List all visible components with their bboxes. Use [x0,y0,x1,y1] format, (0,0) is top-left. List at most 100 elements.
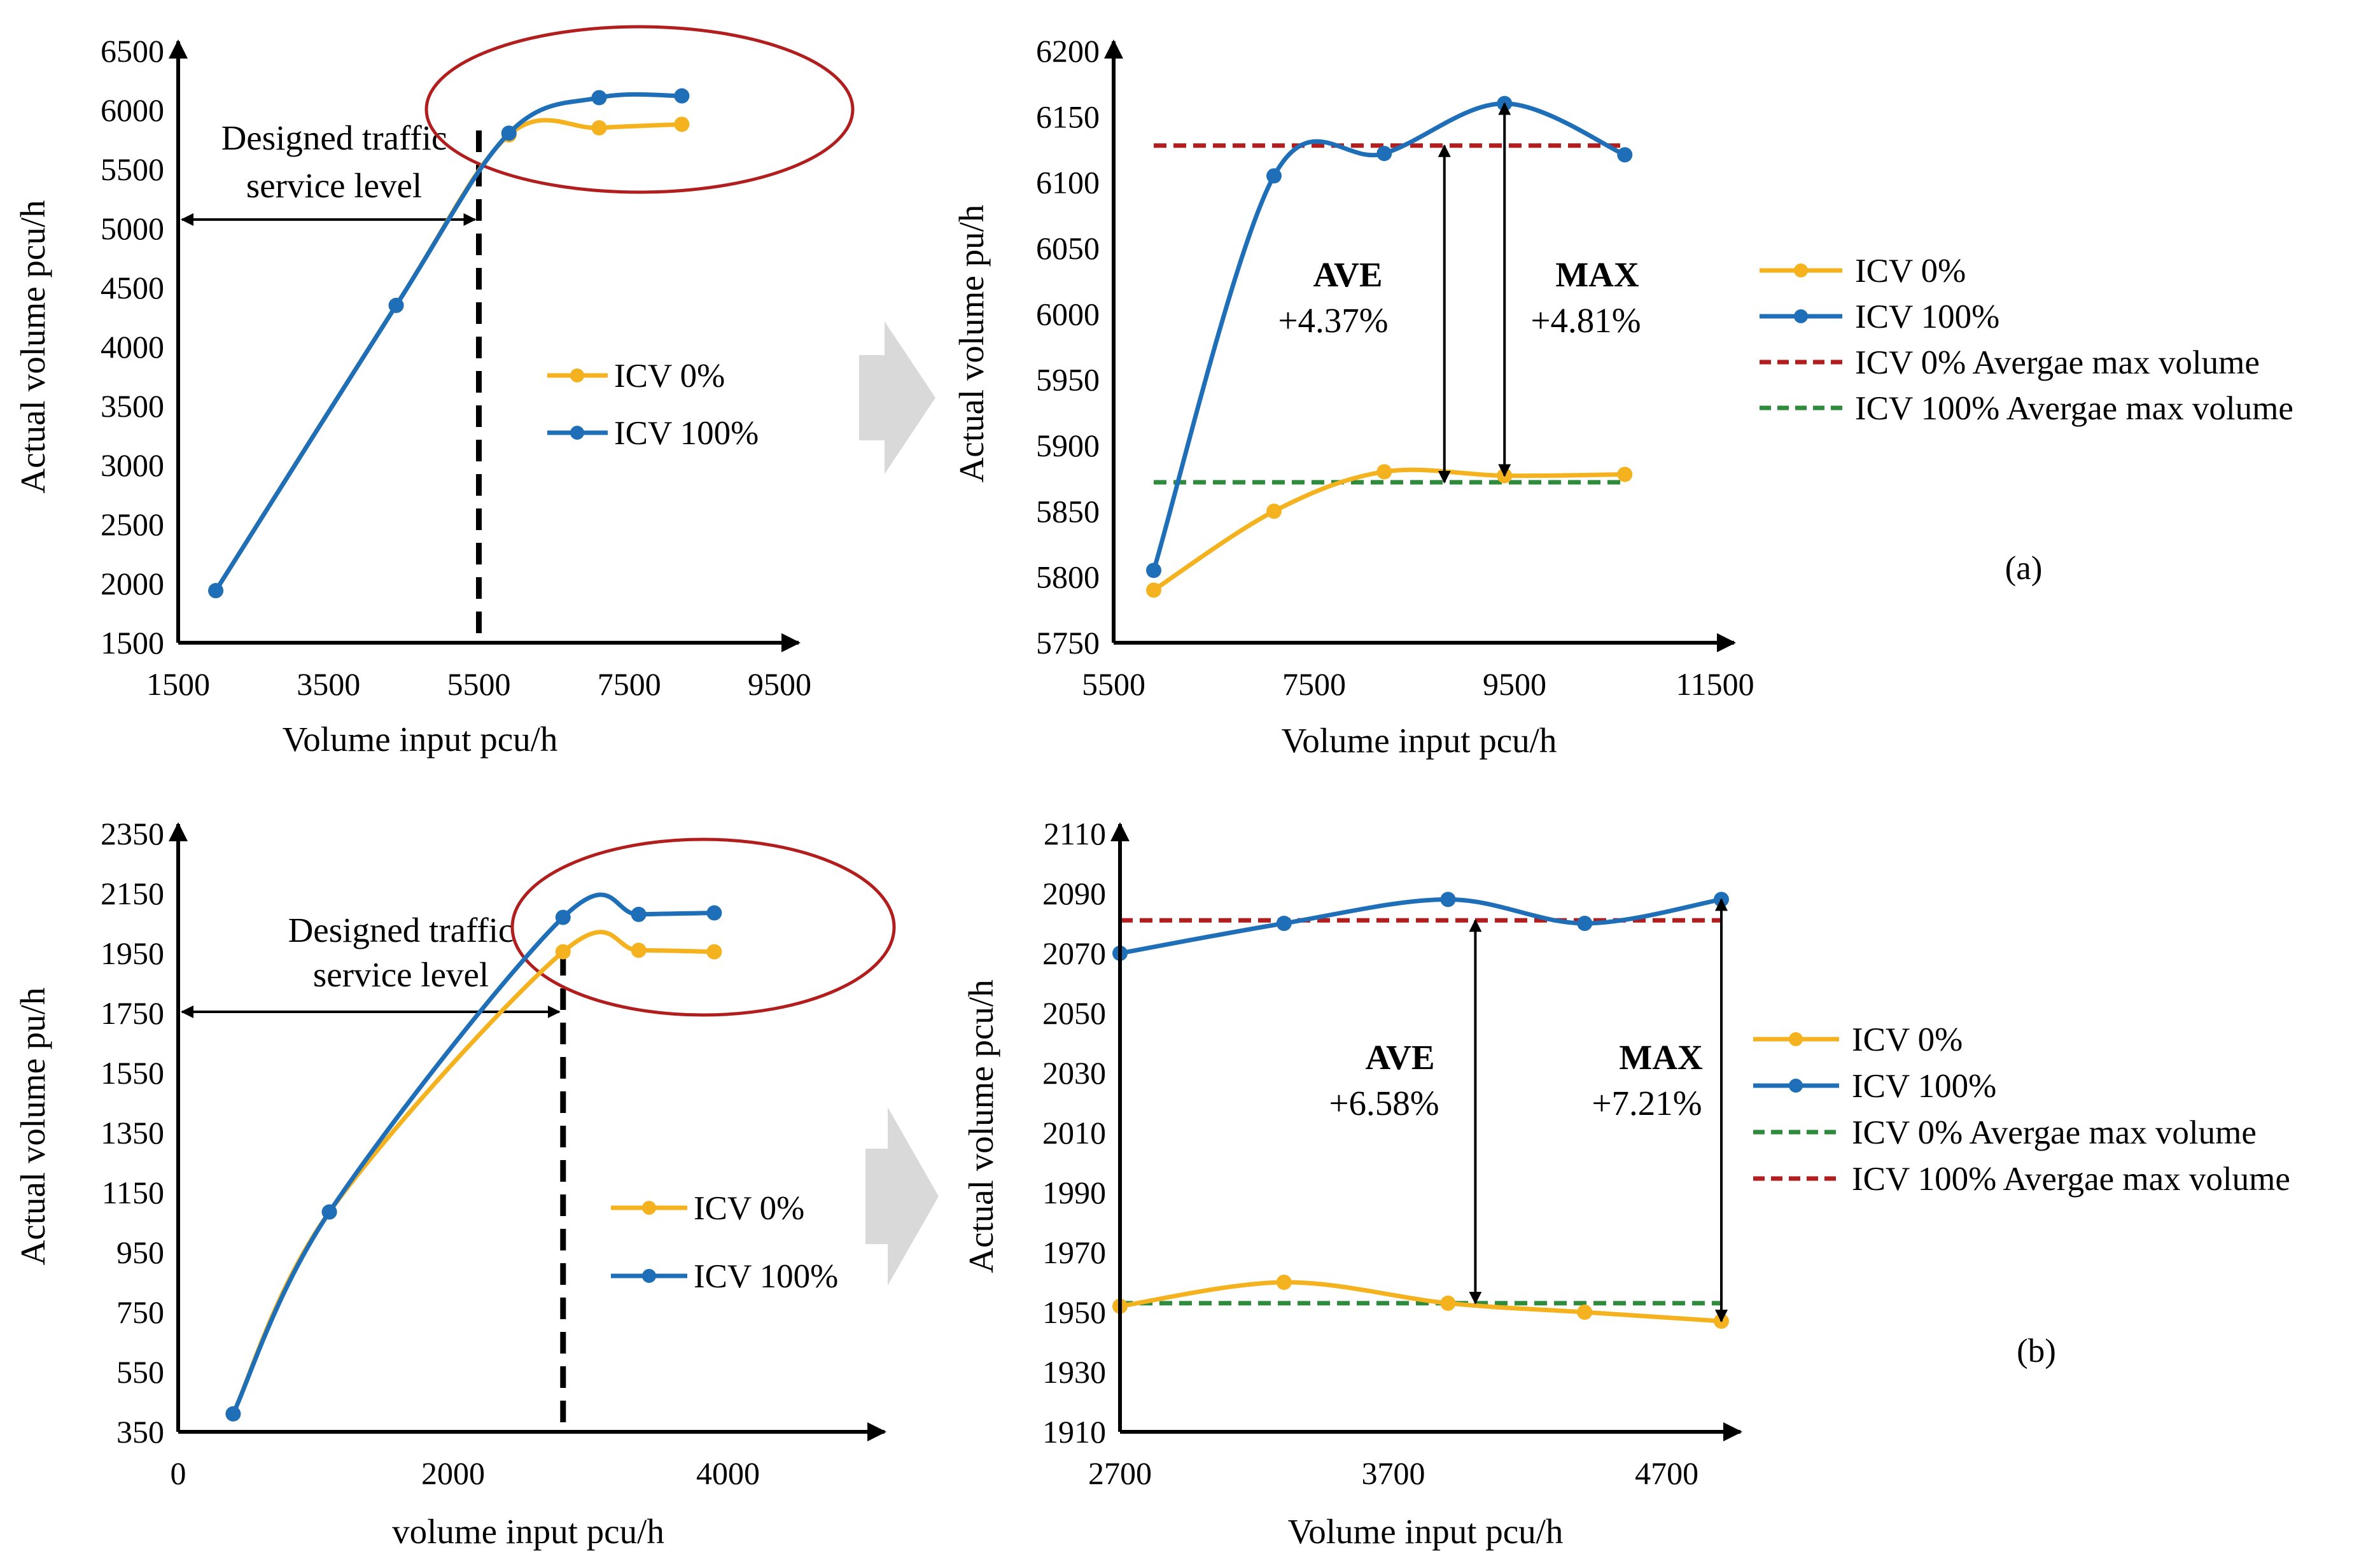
y-tick-label: 2050 [1042,995,1106,1031]
max-value: +7.21% [1592,1084,1702,1123]
service-level-text-line2: service level [313,955,489,994]
x-tick-label: 2700 [1088,1455,1152,1491]
legend-label-ref0: ICV 0% Avergae max volume [1852,1114,2257,1151]
data-point [225,1406,241,1422]
y-tick-label: 2010 [1042,1115,1106,1151]
x-tick-label: 4000 [696,1455,760,1491]
y-tick-label: 2070 [1042,935,1106,971]
data-point [591,90,607,106]
chart-a-right: 5750 5800 5850 5900 5950 6000 6050 6100 6150 6200… [952,33,2293,760]
y-axis-title: Actual volume pu/h [13,988,52,1266]
data-point [591,120,607,136]
data-point [1146,582,1161,598]
y-tick-label: 4500 [101,270,164,305]
data-point [208,583,224,599]
legend-label-icv0: ICV 0% [614,358,725,395]
ave-value: +4.37% [1278,301,1388,340]
highlight-ellipse [424,25,855,194]
legend-marker-icv0 [642,1201,656,1215]
y-tick-label: 5950 [1036,362,1100,398]
x-tick-label: 7500 [1282,666,1346,702]
data-point [706,944,722,960]
series-line-icv0 [1119,1280,1722,1324]
x-tick-label: 0 [171,1455,186,1491]
y-tick-label: 5800 [1036,559,1100,595]
x-axis-title: Volume input pcu/h [283,720,558,759]
y-tick-label: 1950 [101,935,164,971]
y-tick-label: 2150 [101,876,164,911]
difference-arrows [1438,102,1511,484]
highlight-ellipse [510,837,896,1017]
panel-label-b: (b) [2017,1333,2056,1369]
y-tick-label: 6000 [101,92,164,128]
y-axis-title: Actual volume pcu/h [962,979,1000,1273]
service-level-text-line1: Designed traffic [288,911,514,949]
x-tick-labels: 2700 3700 4700 [1088,1455,1698,1491]
legend-label-icv0: ICV 0% [694,1190,804,1227]
y-tick-label: 2030 [1042,1055,1106,1091]
data-point [631,906,647,922]
x-tick-labels: 1500 3500 5500 7500 9500 [146,666,811,702]
x-tick-label: 7500 [598,666,661,702]
data-point [555,944,571,960]
y-tick-label: 5900 [1036,428,1100,463]
x-tick-label: 1500 [146,666,210,702]
series-line-icv100 [1119,897,1722,956]
x-tick-label: 9500 [748,666,811,702]
service-level-marker: Designed traffic service level [181,25,855,633]
y-tick-labels: 350 550 750 950 1150 1350 1550 1750 1950 2150 2350 [101,816,164,1450]
x-tick-label: 11500 [1676,666,1754,702]
legend: ICV 0% ICV 100% [611,1190,838,1295]
y-tick-label: 6200 [1036,33,1100,69]
series-lines [1112,892,1729,1329]
panel-label-a: (a) [2005,550,2043,587]
transition-arrow-b [865,1107,939,1285]
chart-b-right: 1910 1930 1950 1970 1990 2010 2030 2050 2070 2090… [962,816,2290,1551]
x-tick-label: 3500 [297,666,360,702]
data-point [1376,464,1392,480]
y-tick-label: 2350 [101,816,164,851]
data-point [501,125,517,141]
series-line-icv0 [1152,467,1625,592]
y-tick-label: 1970 [1042,1235,1106,1270]
y-tick-label: 5000 [101,211,164,246]
max-label: MAX [1555,255,1639,294]
data-point [1266,168,1282,184]
y-tick-label: 6500 [101,33,164,69]
x-axis-title: Volume input pcu/h [1288,1512,1564,1551]
service-level-text-line2: service level [246,166,422,205]
series-lines [225,892,722,1422]
y-tick-labels: 1910 1930 1950 1970 1990 2010 2030 2050 2070 2090… [1042,816,1106,1450]
transition-arrow-a [859,321,935,474]
legend-label-icv100: ICV 100% [1855,298,1999,335]
legend-marker-icv100 [642,1269,656,1283]
x-axis-title: volume input pcu/h [392,1512,664,1551]
series-lines [1146,95,1633,598]
y-tick-label: 2000 [101,566,164,601]
y-tick-label: 1150 [102,1175,164,1210]
legend-label-icv0: ICV 0% [1852,1021,1963,1058]
legend-marker-icv100 [1794,309,1808,323]
legend-label-ref1: ICV 100% Avergae max volume [1855,390,2293,427]
y-tick-label: 350 [116,1414,164,1450]
y-tick-label: 950 [116,1235,164,1270]
y-tick-label: 1910 [1042,1414,1106,1450]
x-tick-label: 5500 [1082,666,1145,702]
y-tick-labels: 1500 2000 2500 3000 3500 4000 4500 5000 5500 6000… [101,33,164,661]
legend: ICV 0% ICV 100% ICV 0% Avergae max volum… [1760,253,2293,427]
data-point [1577,1305,1593,1320]
y-tick-label: 2110 [1044,816,1106,851]
y-tick-label: 5750 [1036,625,1100,661]
ave-label: AVE [1365,1038,1434,1077]
y-axis-title: Actual volume pu/h [952,205,991,483]
data-point [1617,466,1633,482]
y-tick-label: 6150 [1036,99,1100,134]
max-label: MAX [1619,1038,1703,1077]
x-tick-label: 2000 [421,1455,485,1491]
data-point [1617,147,1633,163]
legend-marker-icv100 [570,426,584,440]
service-level-text-line1: Designed traffic [221,118,447,157]
x-tick-label: 4700 [1635,1455,1698,1491]
data-point [321,1204,337,1220]
